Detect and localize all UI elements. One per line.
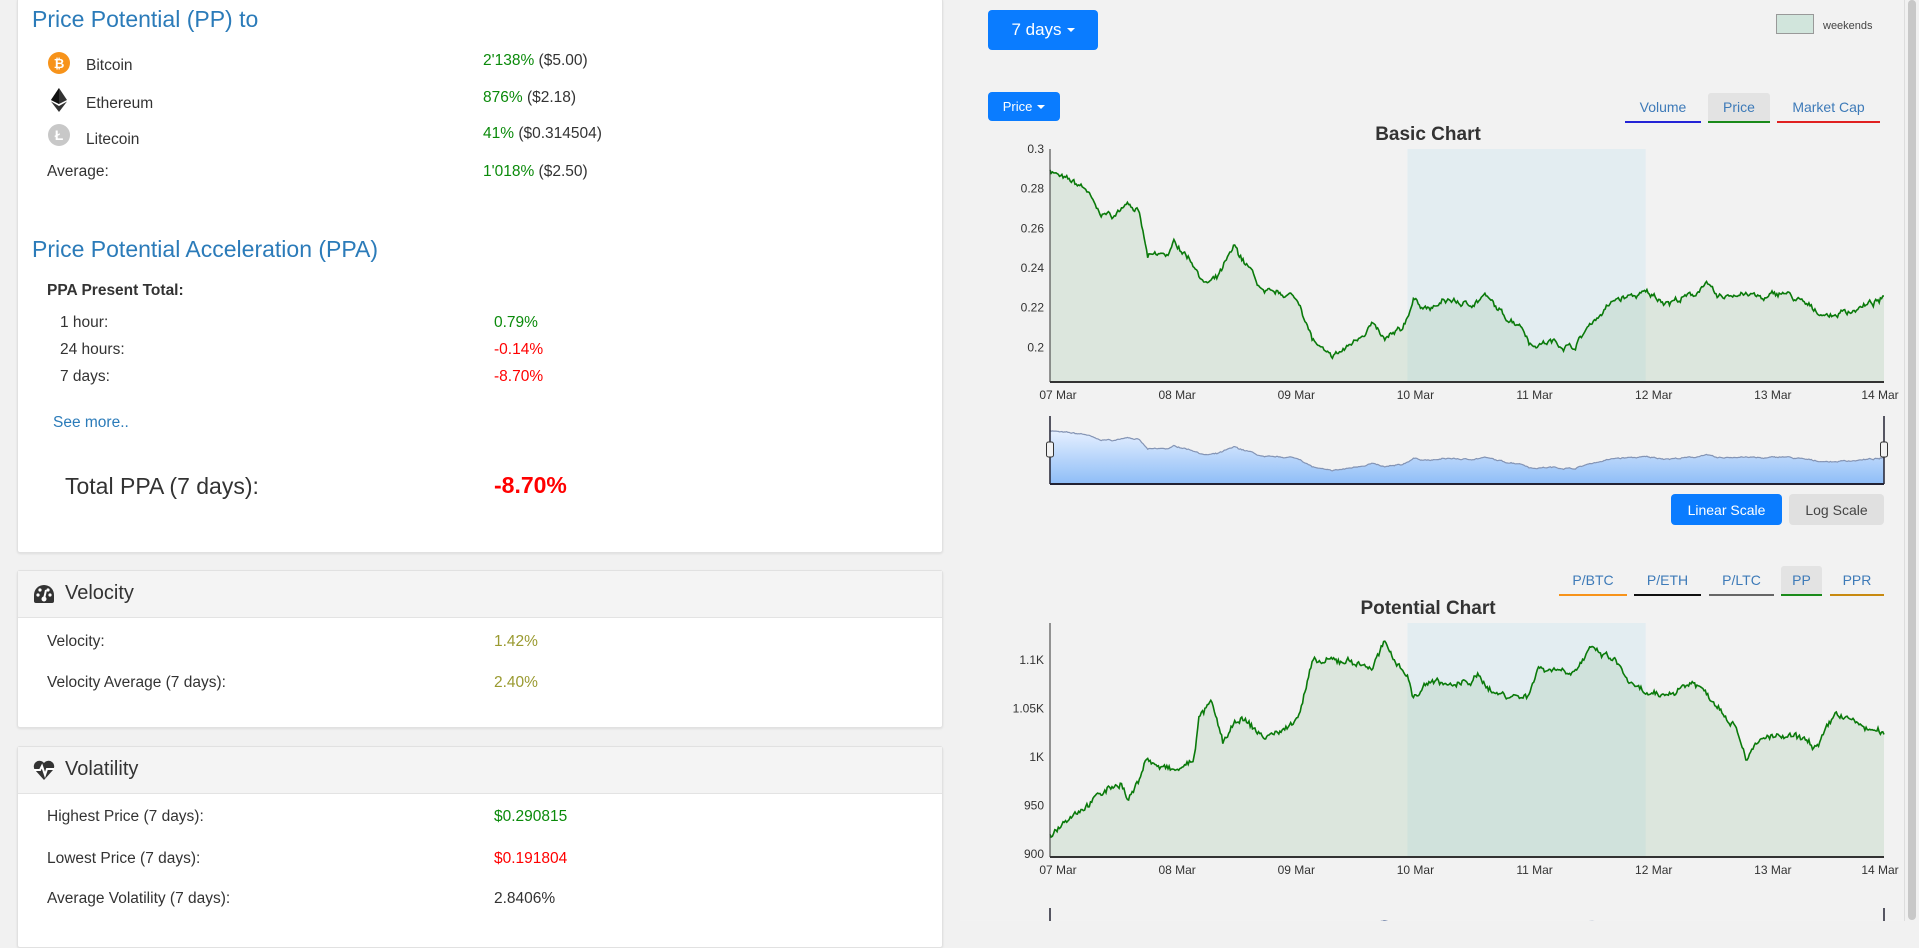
- basic-tab-price[interactable]: Price: [1708, 93, 1770, 123]
- log-scale-button[interactable]: Log Scale: [1789, 494, 1884, 525]
- basic-chart-y-tick-label: 0.3: [1027, 142, 1044, 156]
- basic-chart-y-tick-label: 0.22: [1021, 301, 1045, 315]
- potential-chart-y-tick-label: 1.1K: [1019, 653, 1044, 667]
- weekends-legend-label: weekends: [1823, 20, 1873, 32]
- potential-chart-x-tick-label: 13 Mar: [1754, 863, 1791, 877]
- potential-chart-x-tick-label: 09 Mar: [1278, 863, 1315, 877]
- basic-chart-y-tick-label: 0.2: [1027, 340, 1044, 354]
- potential-chart-x-tick-label: 10 Mar: [1397, 863, 1434, 877]
- basic-chart-navigator-handle-left[interactable]: [1047, 442, 1054, 457]
- period-dropdown[interactable]: 7 days: [988, 10, 1098, 50]
- metric-label: Price: [1003, 99, 1033, 114]
- basic-chart-y-tick-label: 0.28: [1021, 182, 1045, 196]
- potential-chart-x-tick-label: 11 Mar: [1516, 863, 1552, 877]
- basic-chart-y-tick-label: 0.26: [1021, 221, 1045, 235]
- basic-chart-x-tick-label: 09 Mar: [1278, 388, 1315, 402]
- basic-chart-x-tick-label: 12 Mar: [1635, 388, 1672, 402]
- charts-canvas: 0.2 0.22 0.24 0.26 0.28 0.3 07 Mar 08 Mar 09 Mar…: [0, 0, 1919, 921]
- linear-scale-button[interactable]: Linear Scale: [1671, 494, 1782, 525]
- potential-chart-y-tick-label: 1.05K: [1013, 701, 1044, 715]
- basic-chart-x-tick-label: 07 Mar: [1039, 388, 1076, 402]
- potential-chart-y-tick-label: 900: [1024, 847, 1044, 861]
- basic-chart-y-tick-label: 0.24: [1021, 261, 1045, 275]
- potential-tab-ppr[interactable]: PPR: [1830, 566, 1884, 596]
- basic-chart-x-tick-label: 08 Mar: [1158, 388, 1195, 402]
- metric-dropdown[interactable]: Price: [988, 92, 1060, 121]
- potential-tab-p-eth[interactable]: P/ETH: [1634, 566, 1701, 596]
- potential-chart-y-tick-label: 1K: [1029, 750, 1044, 764]
- potential-chart-x-tick-label: 14 Mar: [1861, 863, 1898, 877]
- potential-chart-x-tick-label: 07 Mar: [1039, 863, 1076, 877]
- basic-chart-x-tick-label: 14 Mar: [1861, 388, 1898, 402]
- caret-down-icon: [1037, 105, 1045, 109]
- potential-chart-x-tick-label: 08 Mar: [1158, 863, 1195, 877]
- potential-tab-p-ltc[interactable]: P/LTC: [1709, 566, 1774, 596]
- basic-chart-navigator-handle-right[interactable]: [1881, 442, 1888, 457]
- basic-chart-title: Basic Chart: [1375, 124, 1481, 146]
- scrollbar[interactable]: [1904, 0, 1919, 921]
- potential-chart-y-tick-label: 950: [1024, 799, 1044, 813]
- basic-chart-x-tick-label: 13 Mar: [1754, 388, 1791, 402]
- weekends-legend-swatch: [1776, 14, 1814, 34]
- potential-chart-title: Potential Chart: [1360, 598, 1495, 620]
- basic-chart-x-tick-label: 11 Mar: [1516, 388, 1552, 402]
- potential-chart-x-tick-label: 12 Mar: [1635, 863, 1672, 877]
- period-label: 7 days: [1011, 20, 1061, 40]
- basic-chart-x-tick-label: 10 Mar: [1397, 388, 1434, 402]
- basic-tab-market-cap[interactable]: Market Cap: [1777, 93, 1880, 123]
- basic-tab-volume[interactable]: Volume: [1625, 93, 1701, 123]
- potential-tab-p-btc[interactable]: P/BTC: [1559, 566, 1627, 596]
- caret-down-icon: [1067, 28, 1075, 32]
- scrollbar-thumb[interactable]: [1908, 0, 1916, 920]
- potential-tab-pp[interactable]: PP: [1781, 566, 1822, 596]
